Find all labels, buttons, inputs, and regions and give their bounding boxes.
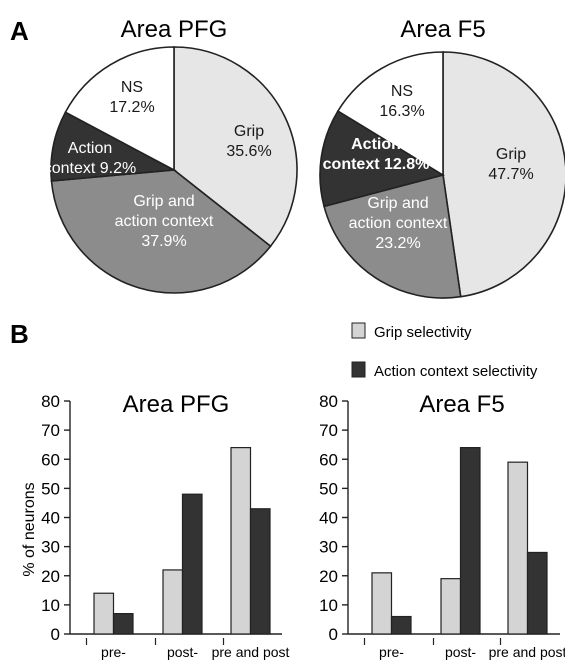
- x-tick-label-area-f5-post: post-: [445, 644, 476, 660]
- pie-label-area-f5-grip-and: 23.2%: [375, 235, 420, 252]
- y-tick-label-area-pfg: 30: [41, 538, 60, 557]
- pie-label-area-f5-action: Action: [351, 136, 401, 153]
- pie-title-area-pfg: Area PFG: [121, 16, 228, 43]
- pie-slice-area-f5-action: [319, 109, 446, 208]
- pie-label-area-pfg-action: Action: [68, 140, 112, 157]
- pie-label-area-f5-grip: 47.7%: [488, 166, 533, 183]
- bar-chart-pfg: Area PFG 0 10 20 30 40 50 60 70 80 % of neurons pre…: [21, 391, 290, 660]
- pie-chart-pfg: Area PFG Grip 35.6% Grip and action context 3…: [44, 16, 298, 294]
- bar-area-pfg-post-action-context-selectivity: [181, 493, 203, 635]
- bar-title-area-f5: Area F5: [419, 391, 504, 418]
- bar-area-pfg-post-grip-selectivity: [162, 569, 184, 635]
- bar-area-f5-pre-and-post-action-context-selectivity: [526, 551, 548, 635]
- legend-swatch-action-context: [351, 361, 366, 378]
- bar-area-f5-pre-and-post-grip-selectivity: [507, 461, 529, 635]
- legend-label-action-context: Action context selectivity: [374, 363, 538, 380]
- y-tick-label-area-pfg: 70: [41, 421, 60, 440]
- legend-swatch-grip: [351, 322, 366, 339]
- y-tick-label-area-pfg: 20: [41, 567, 60, 586]
- pie-label-area-pfg-ns: NS: [121, 79, 143, 96]
- pie-label-area-pfg-grip-and: 37.9%: [141, 233, 186, 250]
- pie-slice-area-f5-grip-and: [323, 173, 462, 299]
- y-tick-label-area-pfg: 40: [41, 509, 60, 528]
- pie-label-area-pfg-grip-and: action context: [115, 213, 214, 230]
- panel-label-b: B: [10, 319, 29, 349]
- bar-area-pfg-pre-and-post-action-context-selectivity: [249, 508, 271, 635]
- pie-label-area-f5-action: context 12.8%: [323, 156, 430, 173]
- pie-slice-area-pfg-grip: [173, 46, 298, 248]
- y-axis-label-area-pfg: % of neurons: [21, 482, 38, 576]
- pie-label-area-pfg-grip: Grip: [234, 123, 264, 140]
- y-tick-label-area-f5: 80: [319, 392, 338, 411]
- y-tick-label-area-pfg: 10: [41, 596, 60, 615]
- pie-slice-area-f5-grip: [442, 51, 565, 298]
- x-tick-label-area-pfg-pre: pre-: [101, 644, 126, 660]
- pie-slice-area-pfg-grip-and: [50, 169, 272, 294]
- y-tick-label-area-pfg: 80: [41, 392, 60, 411]
- panel-label-a: A: [10, 16, 29, 46]
- pie-label-area-f5-grip-and: action context: [349, 215, 448, 232]
- pie-label-area-pfg-action: context 9.2%: [44, 160, 137, 177]
- y-tick-label-area-pfg: 0: [51, 625, 60, 644]
- bar-area-f5-post-grip-selectivity: [440, 578, 462, 635]
- bar-area-f5-pre-action-context-selectivity: [390, 615, 412, 635]
- bar-title-area-pfg: Area PFG: [123, 391, 230, 418]
- x-tick-label-area-pfg-post: post-: [167, 644, 198, 660]
- pie-slice-area-f5-ns: [336, 51, 444, 177]
- y-tick-label-area-f5: 30: [319, 538, 338, 557]
- bar-chart-f5: Area F5 0 10 20 30 40 50 60 70 80 pre-post-pre and…: [319, 391, 565, 660]
- pie-label-area-pfg-grip: 35.6%: [226, 143, 271, 160]
- pie-label-area-pfg-grip-and: Grip and: [133, 193, 194, 210]
- y-tick-label-area-f5: 50: [319, 479, 338, 498]
- bar-area-pfg-pre-grip-selectivity: [93, 592, 115, 635]
- y-tick-label-area-f5: 70: [319, 421, 338, 440]
- y-tick-label-area-pfg: 60: [41, 450, 60, 469]
- legend: Grip selectivity Action context selectiv…: [351, 322, 538, 380]
- x-tick-label-area-f5-pre: pre-: [379, 644, 404, 660]
- pie-label-area-pfg-ns: 17.2%: [109, 99, 154, 116]
- pie-title-area-f5: Area F5: [400, 16, 485, 43]
- y-tick-label-area-f5: 10: [319, 596, 338, 615]
- pie-label-area-f5-grip-and: Grip and: [367, 195, 428, 212]
- x-tick-label-area-f5-pre-and-post: pre and post: [489, 644, 565, 660]
- bar-area-f5-post-action-context-selectivity: [459, 447, 481, 635]
- y-tick-label-area-pfg: 50: [41, 479, 60, 498]
- y-tick-label-area-f5: 0: [329, 625, 338, 644]
- bar-area-pfg-pre-action-context-selectivity: [112, 613, 134, 635]
- legend-label-grip: Grip selectivity: [374, 324, 472, 341]
- pie-label-area-f5-ns: 16.3%: [379, 103, 424, 120]
- bar-area-f5-pre-grip-selectivity: [371, 572, 393, 635]
- bar-area-pfg-pre-and-post-grip-selectivity: [230, 447, 252, 635]
- y-tick-label-area-f5: 20: [319, 567, 338, 586]
- pie-label-area-f5-ns: NS: [391, 83, 413, 100]
- y-tick-label-area-f5: 60: [319, 450, 338, 469]
- y-tick-label-area-f5: 40: [319, 509, 338, 528]
- pie-chart-f5: Area F5 Grip 47.7% Grip and action context 23…: [319, 16, 565, 299]
- pie-label-area-f5-grip: Grip: [496, 146, 526, 163]
- x-tick-label-area-pfg-pre-and-post: pre and post: [212, 644, 290, 660]
- pie-slice-area-pfg-ns: [64, 46, 175, 172]
